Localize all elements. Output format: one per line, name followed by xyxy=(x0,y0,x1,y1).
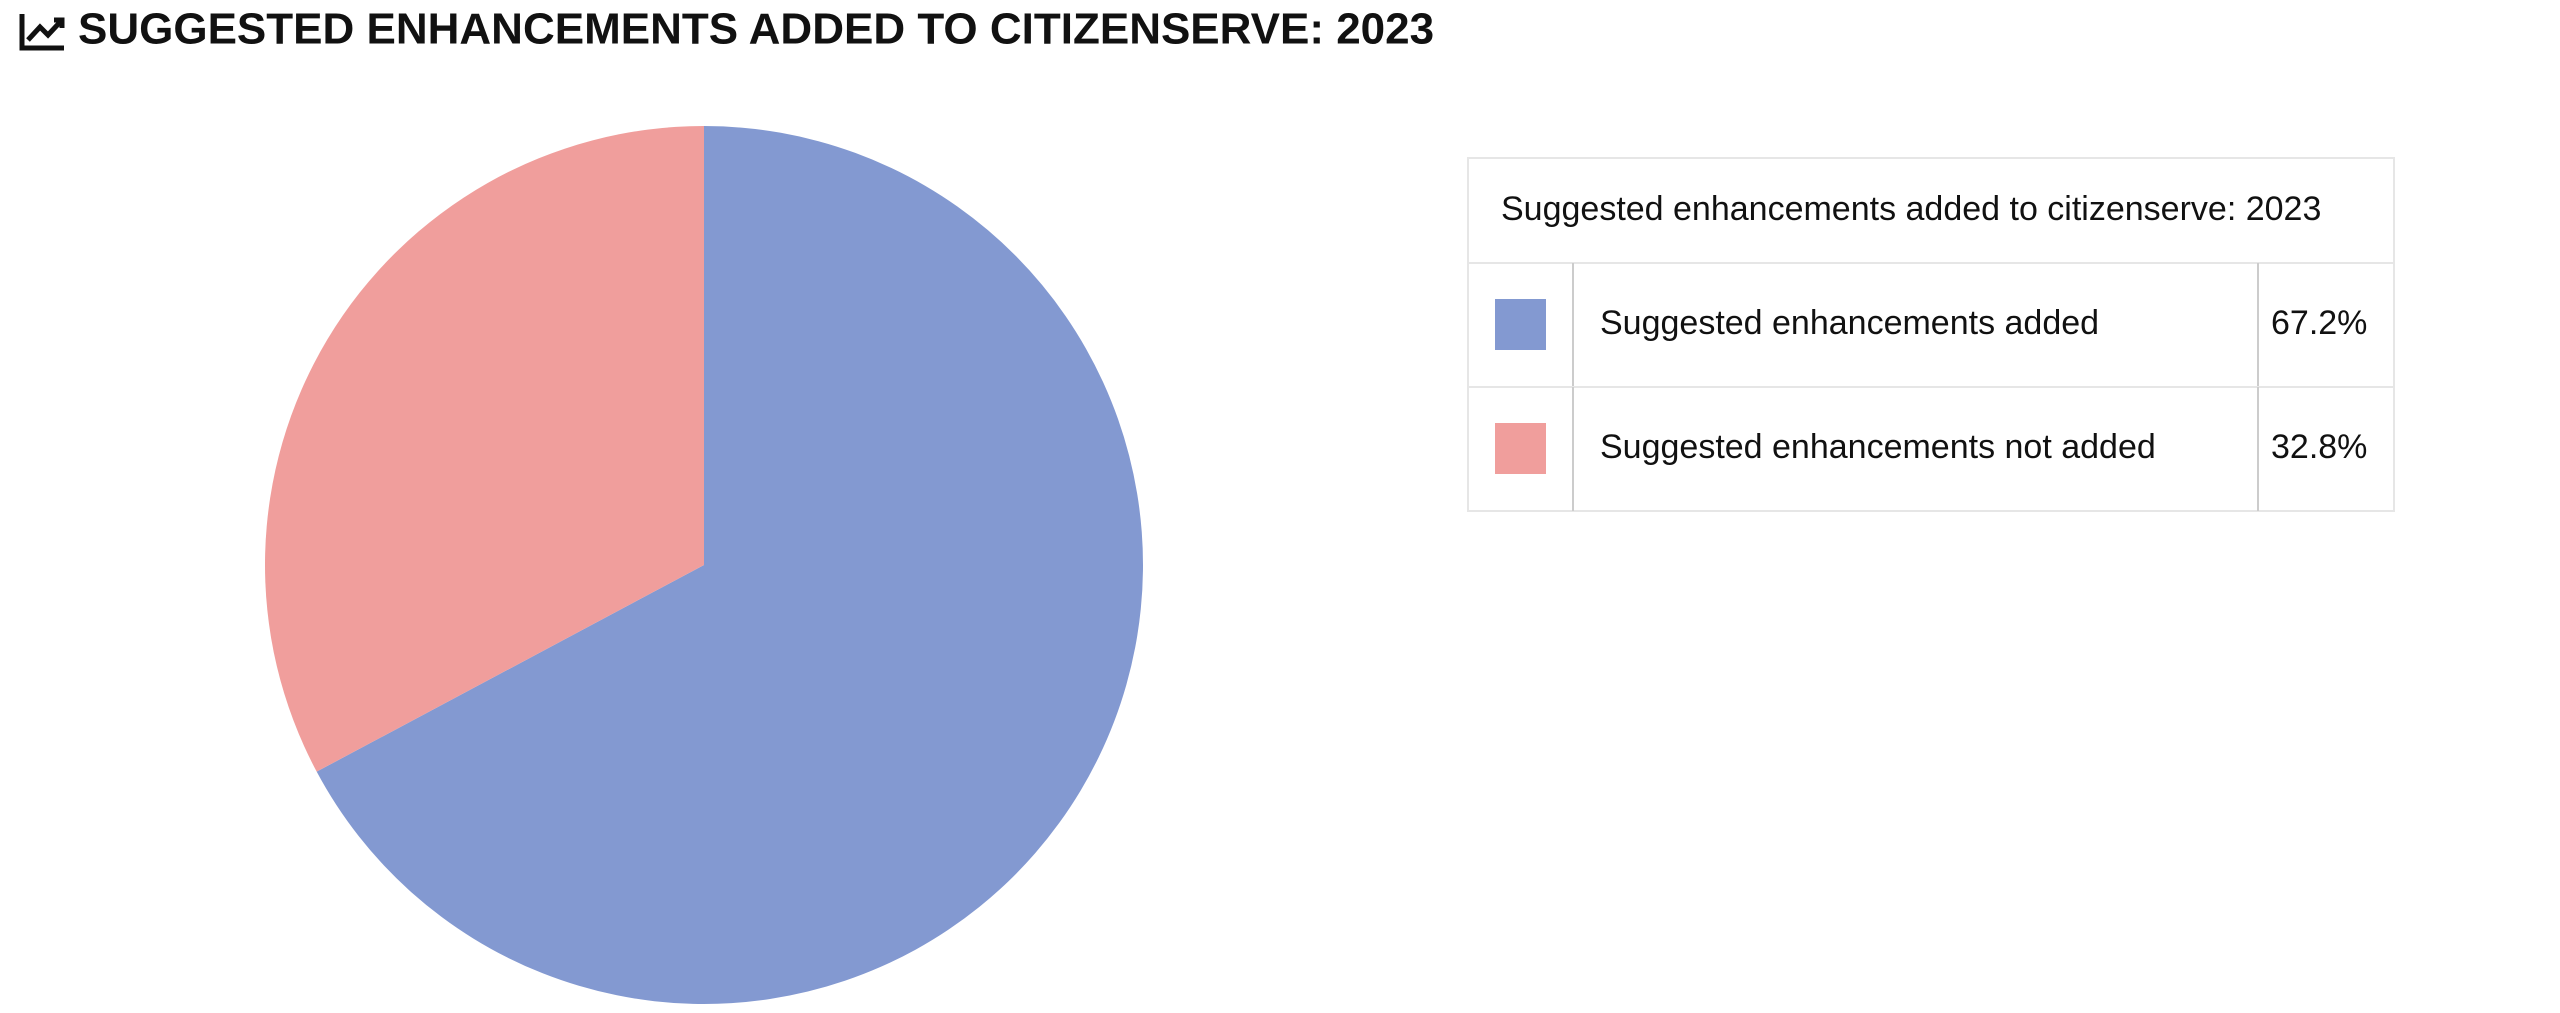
legend-value: 67.2% xyxy=(2271,304,2367,342)
pie-slice xyxy=(316,126,1144,1004)
legend-swatch xyxy=(1495,423,1546,474)
legend-title: Suggested enhancements added to citizens… xyxy=(1501,190,2321,228)
legend: Suggested enhancements added to citizens… xyxy=(1467,157,2395,512)
legend-swatch xyxy=(1495,299,1546,350)
chart-icon xyxy=(19,14,65,51)
legend-label: Suggested enhancements not added xyxy=(1600,428,2156,466)
pie-slice xyxy=(264,126,704,772)
legend-box xyxy=(1467,157,2395,512)
legend-value: 32.8% xyxy=(2271,428,2367,466)
legend-label: Suggested enhancements added xyxy=(1600,304,2099,342)
chart-title: SUGGESTED ENHANCEMENTS ADDED TO CITIZENS… xyxy=(78,5,1434,54)
pie xyxy=(264,126,1144,1004)
